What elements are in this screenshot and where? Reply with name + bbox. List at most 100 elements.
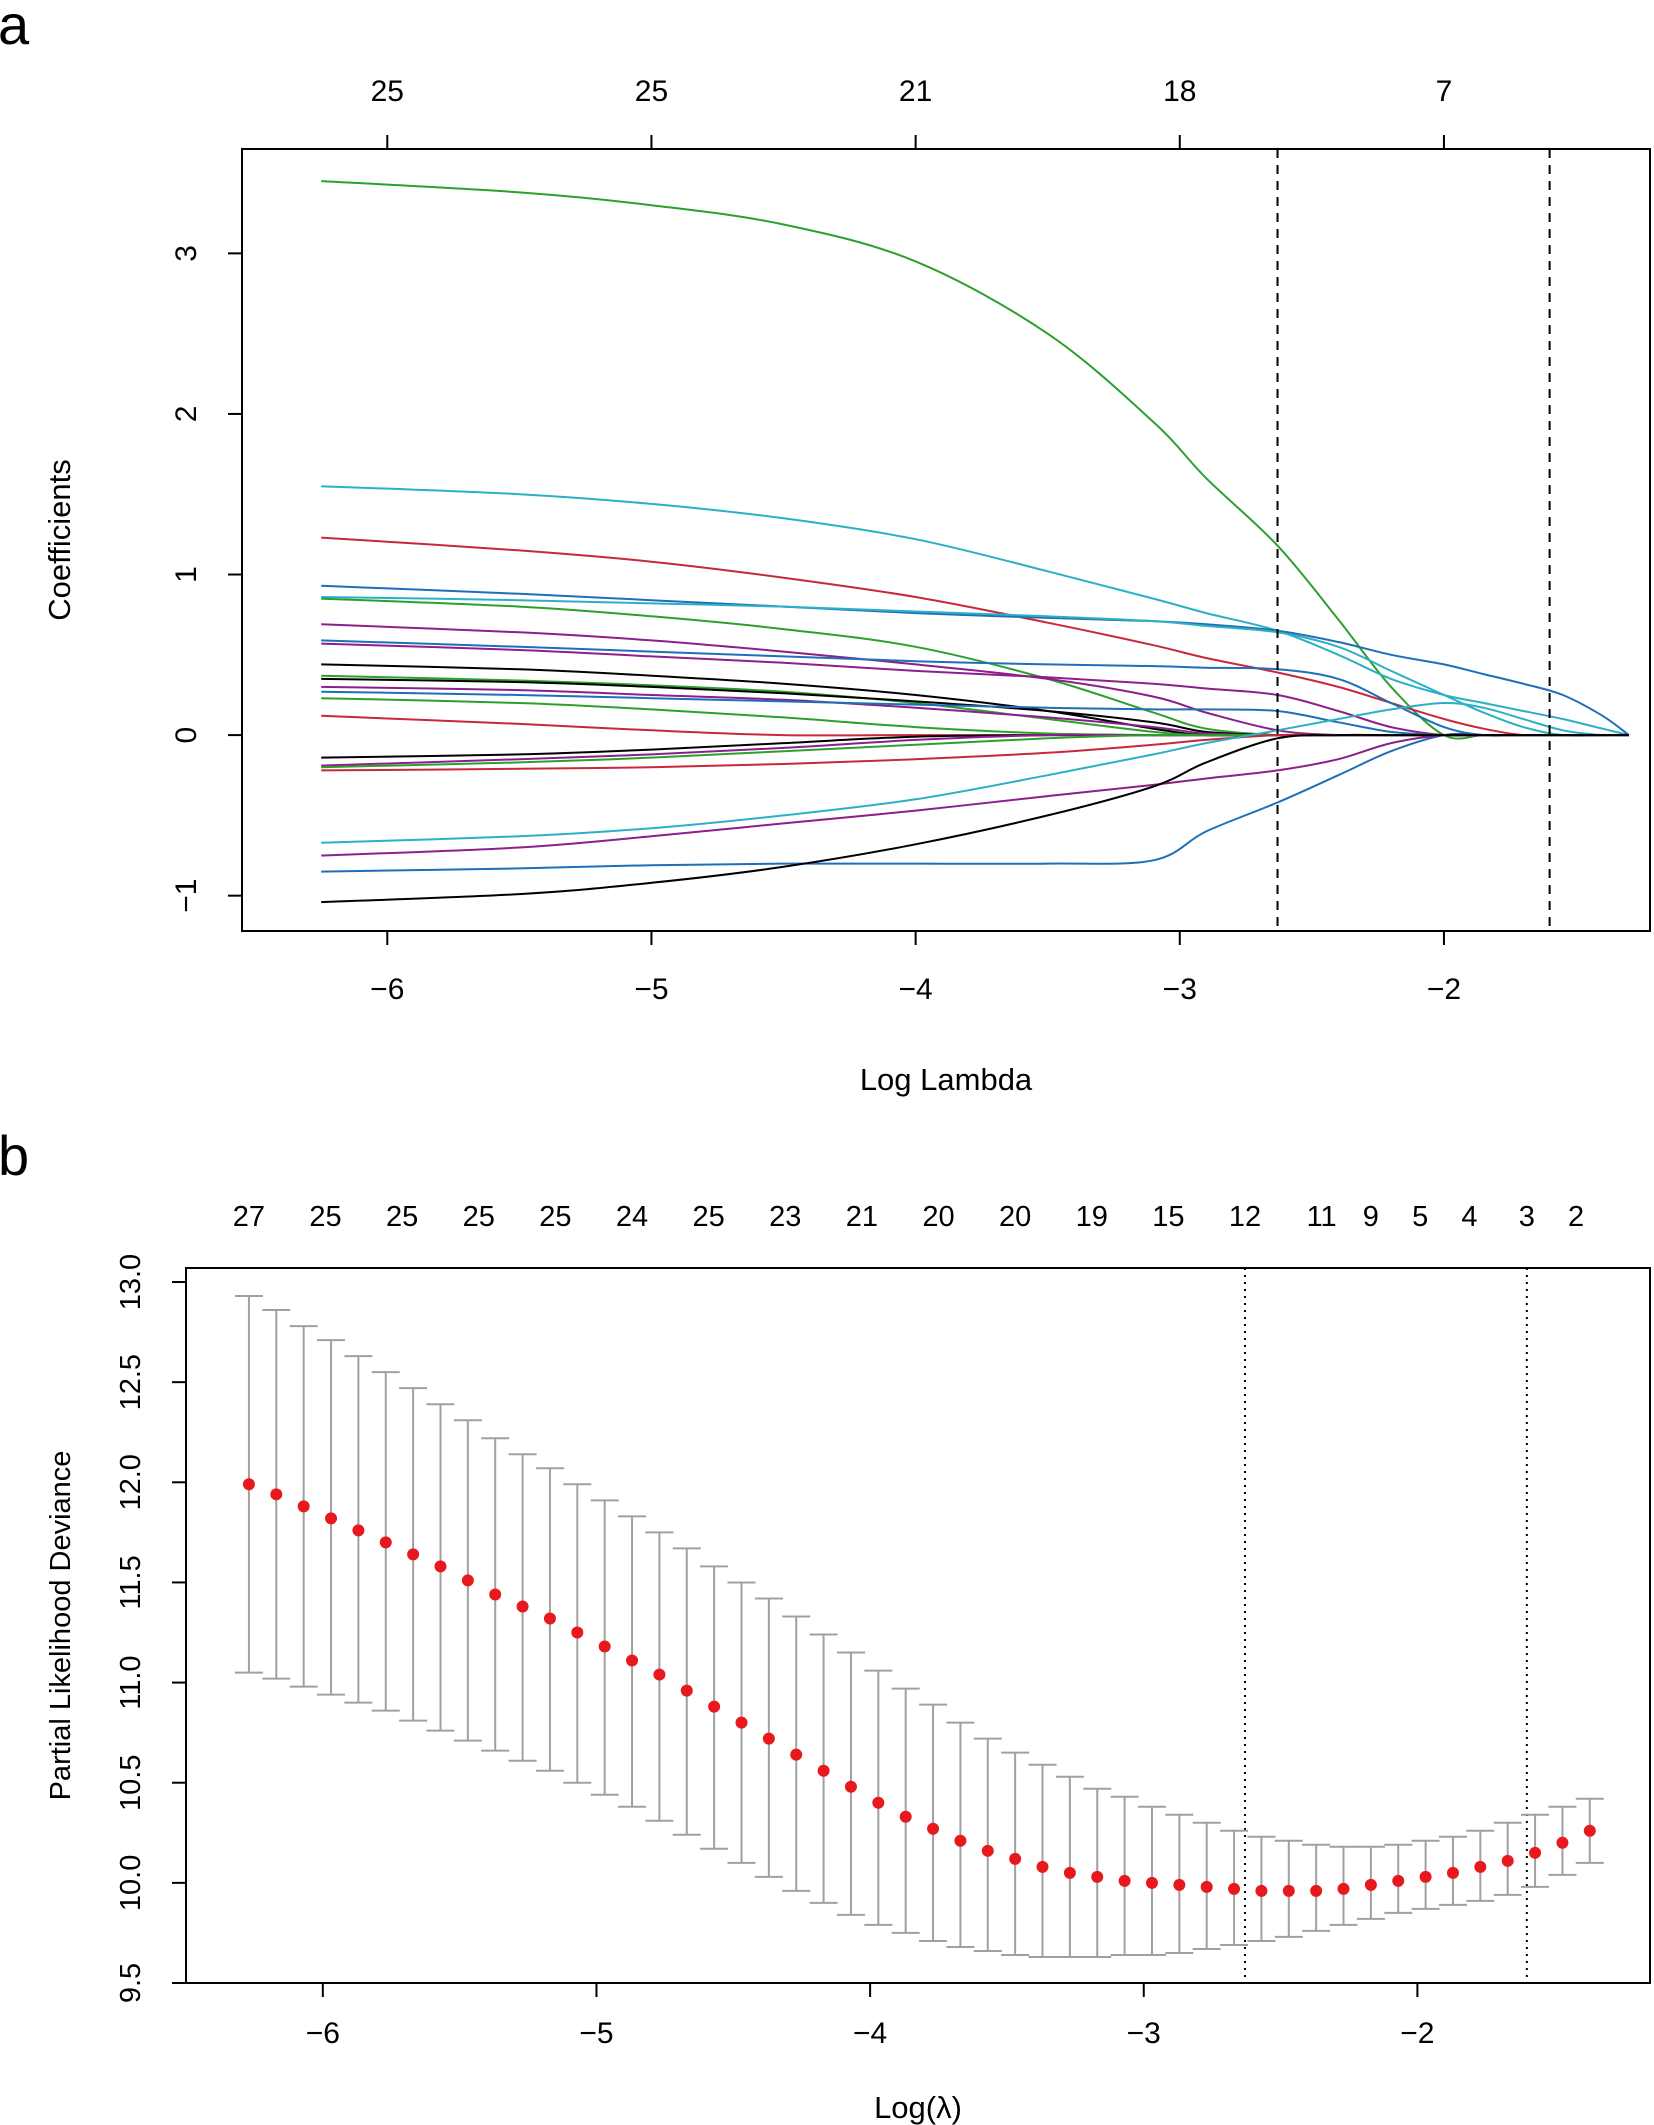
deviance-point — [543, 1612, 556, 1625]
top-count-label-b: 19 — [1076, 1201, 1108, 1233]
deviance-point — [927, 1822, 940, 1835]
x-tick-label-b: −4 — [853, 2017, 887, 2050]
deviance-point — [516, 1600, 529, 1613]
deviance-point — [790, 1748, 803, 1761]
y-tick-label-a: 1 — [170, 566, 203, 583]
deviance-point — [1063, 1866, 1076, 1879]
deviance-point — [626, 1654, 639, 1667]
deviance-point — [571, 1626, 584, 1639]
top-count-label-b: 24 — [616, 1201, 648, 1233]
deviance-point — [1118, 1874, 1131, 1887]
deviance-point — [1255, 1884, 1268, 1897]
top-count-label-b: 2 — [1568, 1201, 1584, 1233]
top-count-label-b: 11 — [1307, 1201, 1337, 1233]
deviance-point — [297, 1500, 310, 1513]
deviance-point — [680, 1684, 693, 1697]
top-count-label-b: 9 — [1363, 1201, 1379, 1233]
top-count-label-b: 25 — [309, 1201, 341, 1233]
x-tick-label-a: −6 — [370, 973, 404, 1006]
y-tick-label-a: 2 — [170, 406, 203, 423]
deviance-point — [1228, 1882, 1241, 1895]
coef-path-cyan — [321, 485, 1630, 737]
top-count-label-b: 25 — [463, 1201, 495, 1233]
x-axis-label-b: Log(λ) — [874, 2090, 962, 2125]
deviance-point — [817, 1764, 830, 1777]
y-axis-label-a: Coefficients — [42, 459, 77, 620]
top-count-label-b: 5 — [1412, 1201, 1428, 1233]
y-tick-label-a: 0 — [170, 727, 203, 744]
y-tick-label-b: 12.0 — [115, 1454, 147, 1510]
deviance-point — [242, 1478, 255, 1491]
panel-b-letter: b — [0, 1124, 29, 1187]
deviance-point — [1173, 1878, 1186, 1891]
deviance-point — [434, 1560, 447, 1573]
coef-path-cyan — [321, 701, 1629, 844]
top-tick-label-a: 21 — [899, 75, 932, 108]
deviance-point — [1310, 1884, 1323, 1897]
cross-validation-chart: −6 −5 −4 −3 −2 9.5 10.0 10.5 11.0 11.5 12.0 12.5 13.… — [45, 1201, 1651, 2125]
deviance-point — [1364, 1878, 1377, 1891]
deviance-point — [1009, 1852, 1022, 1865]
plot-box-b — [185, 1267, 1651, 1984]
top-tick-label-a: 7 — [1436, 75, 1453, 108]
deviance-point — [708, 1700, 721, 1713]
y-tick-label-b: 12.5 — [115, 1354, 147, 1410]
deviance-point — [379, 1536, 392, 1549]
deviance-point — [1556, 1836, 1569, 1849]
deviance-point — [653, 1668, 666, 1681]
top-count-label-b: 25 — [693, 1201, 725, 1233]
deviance-point — [1036, 1860, 1049, 1873]
y-tick-label-b: 11.5 — [115, 1555, 147, 1609]
deviance-point — [407, 1548, 420, 1561]
top-count-label-b: 15 — [1152, 1201, 1184, 1233]
deviance-point — [1145, 1876, 1158, 1889]
y-tick-label-b: 11.0 — [115, 1655, 147, 1709]
top-count-label-b: 25 — [386, 1201, 418, 1233]
top-tick-label-a: 18 — [1163, 75, 1196, 108]
deviance-point — [1282, 1884, 1295, 1897]
top-tick-label-a: 25 — [371, 75, 404, 108]
deviance-point — [325, 1512, 338, 1525]
deviance-point — [1583, 1824, 1596, 1837]
deviance-point — [735, 1716, 748, 1729]
top-count-label-b: 21 — [846, 1201, 878, 1233]
x-tick-label-b: −5 — [579, 2017, 613, 2050]
panel-a-letter: a — [0, 0, 30, 56]
deviance-point — [844, 1780, 857, 1793]
x-tick-label-b: −2 — [1400, 2017, 1434, 2050]
top-tick-label-a: 25 — [635, 75, 668, 108]
coef-path-cyan — [321, 596, 1629, 737]
deviance-point — [1474, 1860, 1487, 1873]
x-tick-label-b: −3 — [1127, 2017, 1161, 2050]
y-tick-label-b: 10.0 — [115, 1855, 147, 1911]
top-count-label-b: 12 — [1229, 1201, 1261, 1233]
deviance-point — [1200, 1880, 1213, 1893]
deviance-point — [899, 1810, 912, 1823]
y-tick-label-a: −1 — [170, 879, 203, 913]
deviance-point — [598, 1640, 611, 1653]
plot-box-a — [241, 148, 1651, 932]
deviance-point — [872, 1796, 885, 1809]
x-tick-label-b: −6 — [306, 2017, 340, 2050]
deviance-point — [489, 1588, 502, 1601]
top-count-label-b: 3 — [1519, 1201, 1535, 1233]
deviance-point — [954, 1834, 967, 1847]
top-count-label-b: 20 — [922, 1201, 954, 1233]
deviance-point — [1446, 1866, 1459, 1879]
top-count-label-b: 27 — [233, 1201, 265, 1233]
deviance-point — [981, 1844, 994, 1857]
top-count-label-b: 23 — [769, 1201, 801, 1233]
x-tick-label-a: −3 — [1163, 973, 1197, 1006]
coefficient-path-chart: −6 −5 −4 −3 −2 25 25 21 18 7 −1 0 1 2 3 Log Lambda Coeff… — [42, 75, 1651, 1097]
deviance-point — [461, 1574, 474, 1587]
deviance-point — [1337, 1882, 1350, 1895]
deviance-point — [1091, 1870, 1104, 1883]
x-tick-label-a: −2 — [1427, 973, 1461, 1006]
y-tick-label-b: 10.5 — [115, 1754, 147, 1810]
deviance-point — [270, 1488, 283, 1501]
y-tick-label-b: 13.0 — [115, 1254, 147, 1310]
deviance-point — [352, 1524, 365, 1537]
deviance-point — [1419, 1870, 1432, 1883]
top-count-label-b: 25 — [539, 1201, 571, 1233]
